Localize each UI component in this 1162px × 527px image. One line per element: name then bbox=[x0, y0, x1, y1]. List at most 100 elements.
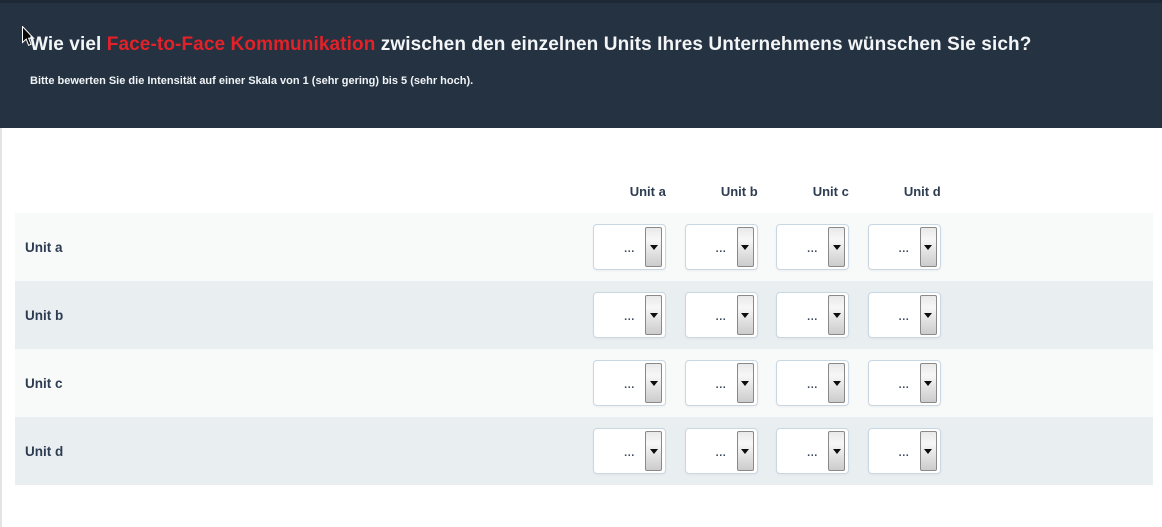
column-header-unit-b: Unit b bbox=[720, 184, 758, 199]
matrix-cell-r2c2: ... bbox=[776, 360, 868, 406]
select-value: ... bbox=[715, 311, 727, 323]
select-value: ... bbox=[898, 243, 910, 255]
matrix-rows: Unit a ... ... ... bbox=[2, 213, 1162, 485]
caret-down-icon bbox=[741, 245, 749, 250]
rating-select-r3c1[interactable]: ... bbox=[684, 428, 758, 474]
dropdown-arrow-button[interactable] bbox=[919, 295, 937, 335]
select-value: ... bbox=[898, 447, 910, 459]
select-value: ... bbox=[624, 447, 635, 459]
matrix-column-headers: Unit a Unit b Unit c Unit d bbox=[15, 128, 1153, 213]
matrix-cell-r3c2: ... bbox=[776, 428, 868, 474]
rating-select-r3c0[interactable]: ... bbox=[593, 428, 666, 474]
matrix-cell-r2c0: ... bbox=[593, 360, 685, 406]
dropdown-arrow-button[interactable] bbox=[919, 227, 937, 267]
rating-select-r0c3[interactable]: ... bbox=[867, 224, 941, 270]
row-label-unit-b: Unit b bbox=[25, 307, 64, 323]
caret-down-icon bbox=[741, 449, 749, 454]
caret-down-icon bbox=[649, 245, 658, 250]
matrix-cell-r3c0: ... bbox=[593, 428, 685, 474]
rating-select-r2c1[interactable]: ... bbox=[684, 360, 758, 406]
dropdown-arrow-button[interactable] bbox=[736, 295, 754, 335]
matrix-cell-r0c2: ... bbox=[776, 224, 868, 270]
matrix-cell-r2c1: ... bbox=[684, 360, 777, 406]
caret-down-icon bbox=[649, 449, 658, 454]
dropdown-arrow-button[interactable] bbox=[645, 295, 662, 335]
caret-down-icon bbox=[649, 313, 658, 318]
dropdown-arrow-button[interactable] bbox=[828, 363, 845, 403]
select-value: ... bbox=[624, 243, 635, 255]
rating-select-r2c0[interactable]: ... bbox=[593, 360, 666, 406]
rating-select-r2c2[interactable]: ... bbox=[776, 360, 849, 406]
select-value: ... bbox=[807, 379, 818, 391]
matrix-question-area: Unit a Unit b Unit c Unit d Unit a ... .… bbox=[0, 128, 1162, 527]
title-highlight: Face-to-Face Kommunikation bbox=[106, 34, 376, 55]
matrix-cell-r1c0: ... bbox=[593, 292, 685, 338]
rating-select-r1c0[interactable]: ... bbox=[593, 292, 666, 338]
rating-select-r0c1[interactable]: ... bbox=[684, 224, 758, 270]
select-value: ... bbox=[715, 243, 727, 255]
mouse-cursor-icon bbox=[22, 26, 35, 46]
caret-down-icon bbox=[741, 381, 749, 386]
rating-select-r2c3[interactable]: ... bbox=[867, 360, 941, 406]
dropdown-arrow-button[interactable] bbox=[736, 431, 754, 471]
matrix-cell-r1c1: ... bbox=[684, 292, 777, 338]
matrix-cell-r3c3: ... bbox=[867, 428, 960, 474]
matrix-row-unit-a: Unit a ... ... ... bbox=[15, 213, 1153, 281]
matrix-row-unit-b: Unit b ... ... ... bbox=[15, 281, 1153, 349]
title-text-suffix: zwischen den einzelnen Units Ihres Unter… bbox=[375, 34, 1032, 55]
select-value: ... bbox=[624, 311, 635, 323]
question-title: Wie viel Face-to-Face Kommunikation zwis… bbox=[30, 34, 1031, 56]
matrix-cell-r3c1: ... bbox=[684, 428, 777, 474]
matrix-cell-r0c3: ... bbox=[867, 224, 960, 270]
select-value: ... bbox=[807, 243, 818, 255]
caret-down-icon bbox=[924, 313, 932, 318]
matrix-cell-r1c2: ... bbox=[776, 292, 868, 338]
select-value: ... bbox=[898, 379, 910, 391]
select-value: ... bbox=[715, 379, 727, 391]
dropdown-arrow-button[interactable] bbox=[919, 363, 937, 403]
dropdown-arrow-button[interactable] bbox=[919, 431, 937, 471]
matrix-row-unit-d: Unit d ... ... ... bbox=[15, 417, 1153, 485]
dropdown-arrow-button[interactable] bbox=[828, 227, 845, 267]
rating-select-r0c2[interactable]: ... bbox=[776, 224, 849, 270]
rating-select-r0c0[interactable]: ... bbox=[593, 224, 666, 270]
question-header: Wie viel Face-to-Face Kommunikation zwis… bbox=[0, 0, 1162, 128]
select-value: ... bbox=[624, 379, 635, 391]
dropdown-arrow-button[interactable] bbox=[645, 363, 662, 403]
rating-select-r3c2[interactable]: ... bbox=[776, 428, 849, 474]
column-header-unit-c: Unit c bbox=[812, 184, 849, 199]
select-value: ... bbox=[807, 447, 818, 459]
row-label-unit-d: Unit d bbox=[25, 443, 64, 459]
caret-down-icon bbox=[832, 449, 841, 454]
dropdown-arrow-button[interactable] bbox=[645, 227, 662, 267]
rating-select-r1c1[interactable]: ... bbox=[684, 292, 758, 338]
select-value: ... bbox=[898, 311, 910, 323]
question-instruction: Bitte bewerten Sie die Intensität auf ei… bbox=[30, 75, 474, 87]
caret-down-icon bbox=[924, 381, 932, 386]
matrix-cell-r1c3: ... bbox=[867, 292, 960, 338]
dropdown-arrow-button[interactable] bbox=[736, 363, 754, 403]
rating-select-r3c3[interactable]: ... bbox=[867, 428, 941, 474]
matrix-row-unit-c: Unit c ... ... ... bbox=[15, 349, 1153, 417]
row-label-unit-a: Unit a bbox=[25, 239, 63, 255]
matrix-cell-r0c1: ... bbox=[684, 224, 777, 270]
caret-down-icon bbox=[741, 313, 749, 318]
dropdown-arrow-button[interactable] bbox=[645, 431, 662, 471]
rating-select-r1c2[interactable]: ... bbox=[776, 292, 849, 338]
caret-down-icon bbox=[649, 381, 658, 386]
dropdown-arrow-button[interactable] bbox=[736, 227, 754, 267]
select-value: ... bbox=[807, 311, 818, 323]
column-header-unit-a: Unit a bbox=[629, 184, 666, 199]
matrix-cell-r0c0: ... bbox=[593, 224, 685, 270]
matrix-cell-r2c3: ... bbox=[867, 360, 960, 406]
caret-down-icon bbox=[832, 381, 841, 386]
column-header-unit-d: Unit d bbox=[903, 184, 941, 199]
dropdown-arrow-button[interactable] bbox=[828, 431, 845, 471]
select-value: ... bbox=[715, 447, 727, 459]
caret-down-icon bbox=[832, 313, 841, 318]
title-text-prefix: Wie viel bbox=[30, 34, 107, 55]
caret-down-icon bbox=[832, 245, 841, 250]
rating-select-r1c3[interactable]: ... bbox=[867, 292, 941, 338]
dropdown-arrow-button[interactable] bbox=[828, 295, 845, 335]
